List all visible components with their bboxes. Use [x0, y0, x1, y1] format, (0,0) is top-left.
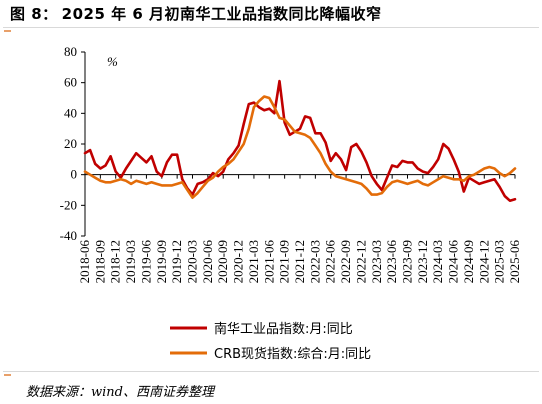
legend-label: 南华工业品指数:月:同比: [214, 321, 353, 337]
y-tick-label: 60: [64, 75, 77, 90]
x-tick-label: 2023-03: [369, 240, 384, 283]
x-tick-label: 2019-06: [138, 240, 153, 284]
x-tick-label: 2021-06: [261, 240, 276, 284]
x-tick-label: 2024-12: [476, 240, 491, 283]
y-tick-label: 0: [71, 167, 78, 182]
source-accent-mark: [4, 374, 11, 376]
y-axis-unit: %: [107, 54, 118, 69]
y-tick-label: -40: [60, 228, 77, 243]
y-tick-label: 80: [64, 44, 77, 59]
x-tick-label: 2018-12: [108, 240, 123, 283]
title-divider: [3, 27, 539, 28]
source-note: 数据来源：wind、西南证券整理: [26, 385, 214, 400]
chart-legend: 南华工业品指数:月:同比 CRB现货指数:综合:月:同比: [170, 321, 371, 362]
x-tick-label: 2023-12: [415, 240, 430, 283]
x-tick-label: 2021-03: [246, 240, 261, 283]
x-tick-label: 2021-09: [277, 240, 292, 283]
y-tick-label: 40: [64, 105, 77, 120]
chart-series: [83, 79, 517, 202]
x-tick-label: 2020-06: [200, 240, 215, 284]
series-line-nanhua: [83, 79, 517, 202]
x-tick-label: 2024-06: [446, 240, 461, 284]
x-tick-label: 2018-06: [77, 240, 92, 284]
x-tick-label: 2021-12: [292, 240, 307, 283]
x-tick-label: 2023-09: [400, 240, 415, 283]
legend-label: CRB现货指数:综合:月:同比: [214, 346, 371, 362]
x-tick-label: 2022-09: [338, 240, 353, 283]
x-tick-label: 2020-12: [231, 240, 246, 283]
figure-title-text: 2025 年 6 月初南华工业品指数同比降幅收窄: [61, 5, 382, 23]
x-tick-label: 2025-03: [492, 240, 507, 283]
x-tick-label: 2020-09: [215, 240, 230, 283]
figure-title: 图 8： 2025 年 6 月初南华工业品指数同比降幅收窄: [10, 3, 382, 24]
x-tick-label: 2025-06: [507, 240, 522, 284]
y-tick-label: -20: [60, 197, 77, 212]
x-tick-label: 2022-12: [353, 240, 368, 283]
x-tick-label: 2019-09: [154, 240, 169, 283]
x-tick-label: 2024-09: [461, 240, 476, 283]
title-accent-mark: [4, 30, 11, 32]
x-tick-label: 2019-12: [169, 240, 184, 283]
x-tick-label: 2019-03: [123, 240, 138, 283]
x-tick-label: 2022-06: [323, 240, 338, 284]
x-tick-label: 2024-03: [430, 240, 445, 283]
x-tick-label: 2022-03: [307, 240, 322, 283]
x-tick-label: 2020-03: [185, 240, 200, 283]
x-tick-label: 2023-06: [384, 240, 399, 284]
x-tick-label: 2018-09: [92, 240, 107, 283]
y-tick-label: 20: [64, 136, 77, 151]
figure-title-prefix: 图 8：: [10, 5, 58, 23]
series-line-crb: [83, 95, 517, 199]
source-divider: [3, 371, 539, 372]
